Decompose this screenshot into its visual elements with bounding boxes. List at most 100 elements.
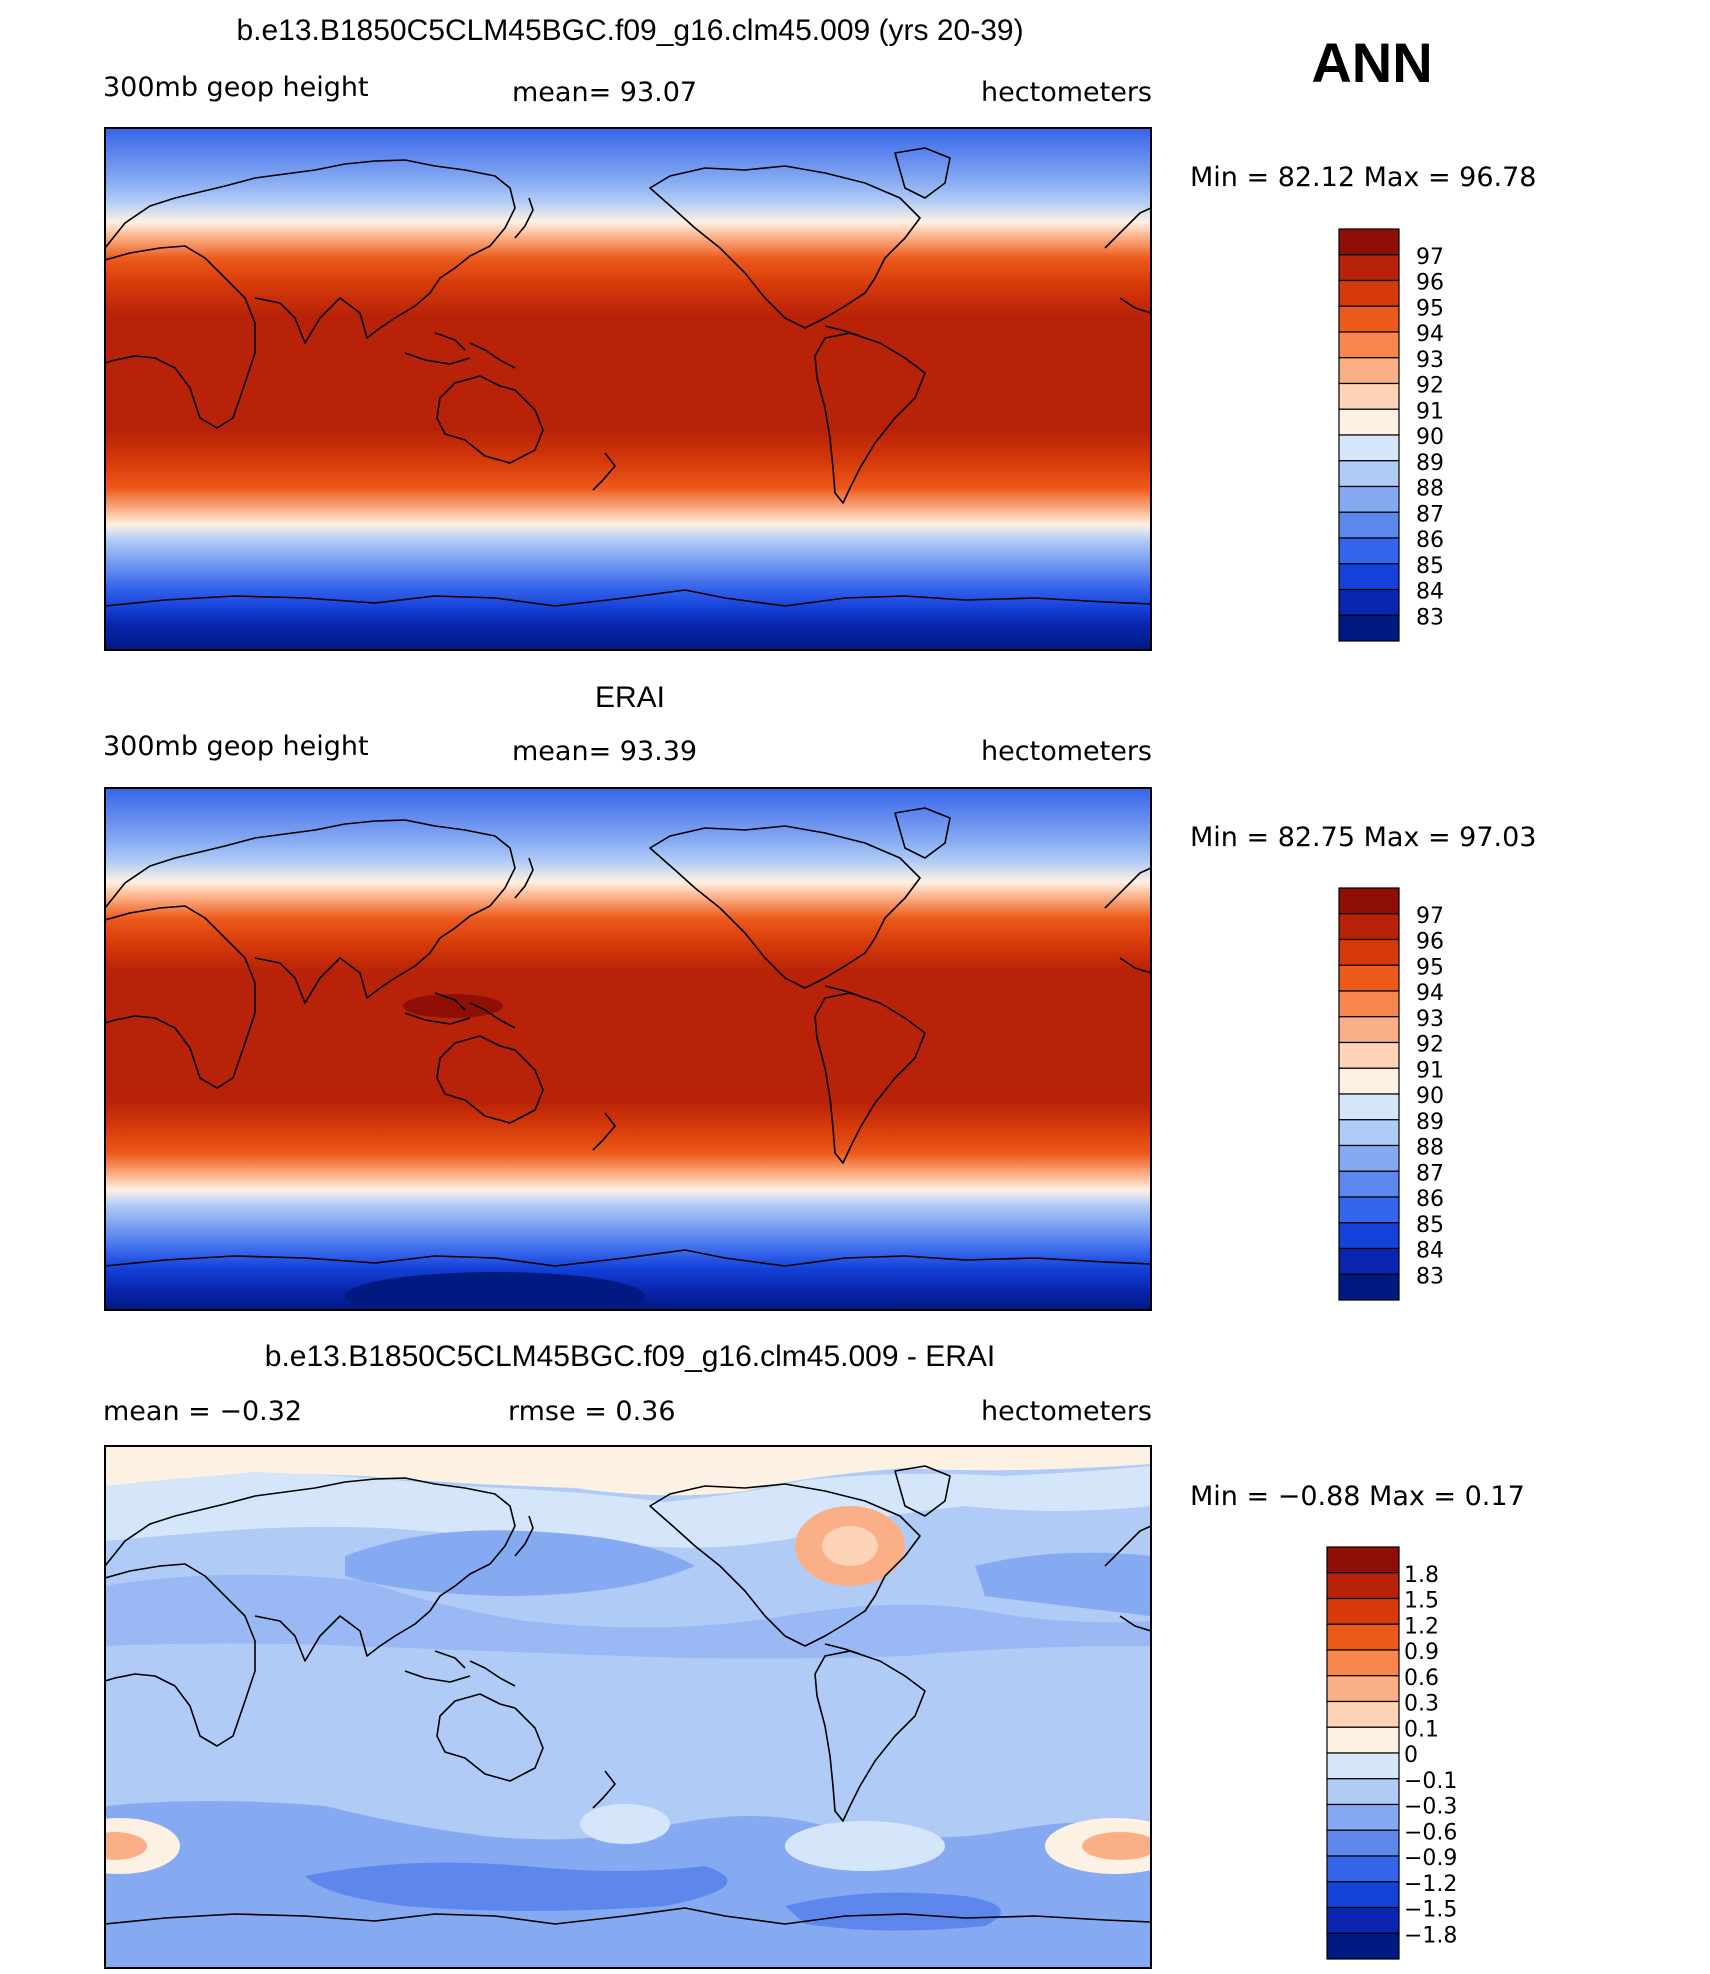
colorbar-swatch (1338, 1093, 1400, 1121)
colorbar-tick-label: 0.6 (1404, 1666, 1439, 1691)
minmax-label: Min = 82.12 Max = 96.78 (1190, 162, 1536, 193)
colorbar-swatch (1338, 887, 1400, 915)
colorbar-swatch (1338, 331, 1400, 359)
colorbar-tick-label: 88 (1416, 477, 1444, 502)
field-shading (105, 788, 1151, 1310)
colorbar-swatch (1338, 938, 1400, 966)
panel-model: b.e13.B1850C5CLM45BGC.f09_g16.clm45.009 … (103, 14, 1536, 651)
contour-neg09 (305, 1862, 728, 1911)
colorbar-tick-label: 91 (1416, 1058, 1444, 1083)
colorbar-swatch (1338, 1196, 1400, 1224)
colorbar-swatch (1338, 254, 1400, 282)
colorbar-swatch (1338, 305, 1400, 333)
colorbar-swatch (1338, 1170, 1400, 1198)
colorbar-swatch (1338, 1119, 1400, 1147)
minmax-label: Min = 82.75 Max = 97.03 (1190, 822, 1536, 853)
colorbar-tick-label: 96 (1416, 930, 1444, 955)
colorbar-swatch (1338, 1247, 1400, 1275)
colorbar-swatch (1338, 228, 1400, 256)
colorbar-swatch (1326, 1855, 1400, 1883)
units-label: hectometers (981, 77, 1152, 108)
colorbar-tick-label: 1.5 (1404, 1589, 1439, 1614)
colorbar-tick-label: 89 (1416, 1110, 1444, 1135)
colorbar-tick-label: 94 (1416, 322, 1444, 347)
map-plot (104, 127, 1152, 651)
contour-neg01 (580, 1804, 670, 1844)
colorbar-tick-label: 88 (1416, 1136, 1444, 1161)
colorbar-tick-label: 91 (1416, 399, 1444, 424)
colorbar-tick-label: 94 (1416, 981, 1444, 1006)
colorbar-tick-label: 96 (1416, 271, 1444, 296)
colorbar-swatch (1338, 511, 1400, 539)
contour-neg01 (105, 1466, 1151, 1548)
colorbar-tick-label: 86 (1416, 1187, 1444, 1212)
season-label: ANN (1311, 31, 1432, 94)
colorbar-tick-label: 90 (1416, 1084, 1444, 1109)
colorbar-tick-label: 90 (1416, 425, 1444, 450)
contour-zero (105, 1446, 1151, 1496)
panel-obs: ERAI 300mb geop height mean= 93.39 hecto… (103, 681, 1536, 1311)
panel-title: b.e13.B1850C5CLM45BGC.f09_g16.clm45.009 … (236, 14, 1023, 47)
colorbar-swatch (1338, 1041, 1400, 1069)
min-core (345, 1272, 645, 1310)
contour-neg09 (785, 1892, 1001, 1931)
minmax-label: Min = −0.88 Max = 0.17 (1190, 1481, 1525, 1512)
colorbar-tick-label: 0.1 (1404, 1717, 1439, 1742)
colorbar-tick-label: 0.3 (1404, 1692, 1439, 1717)
colorbar-tick-label: 93 (1416, 348, 1444, 373)
colorbar-tick-label: 92 (1416, 1033, 1444, 1058)
units-label: hectometers (981, 736, 1152, 767)
contour-pos-core (822, 1526, 878, 1566)
colorbar-swatch (1326, 1572, 1400, 1600)
colorbar-tick-label: 87 (1416, 502, 1444, 527)
colorbar-tick-label: 89 (1416, 451, 1444, 476)
colorbar-tick-label: 97 (1416, 904, 1444, 929)
mean-label: mean= 93.07 (512, 77, 697, 108)
map-plot (104, 787, 1152, 1311)
contour-pos (105, 1832, 147, 1860)
colorbar-swatch (1338, 1016, 1400, 1044)
colorbar-tick-label: 83 (1416, 605, 1444, 630)
colorbar-swatch (1326, 1881, 1400, 1909)
colorbar-tick-label: 0 (1404, 1743, 1418, 1768)
colorbar-swatch (1326, 1906, 1400, 1934)
colorbar-swatch (1338, 964, 1400, 992)
map-plot (104, 1445, 1152, 1969)
colorbar-swatch (1326, 1700, 1400, 1728)
colorbar-tick-label: 95 (1416, 955, 1444, 980)
colorbar-swatch (1338, 1273, 1400, 1301)
colorbar-tick-label: −1.8 (1404, 1923, 1457, 1948)
colorbar-swatch (1338, 1067, 1400, 1095)
colorbar-swatch (1326, 1675, 1400, 1703)
colorbar-swatch (1338, 563, 1400, 591)
colorbar-tick-label: 86 (1416, 528, 1444, 553)
colorbar-swatch (1338, 357, 1400, 385)
mean-label: mean= 93.39 (512, 736, 697, 767)
mean-label: mean = −0.32 (103, 1396, 302, 1427)
colorbar-tick-label: −0.1 (1404, 1769, 1457, 1794)
colorbar-swatch (1326, 1932, 1400, 1960)
colorbar-tick-label: 85 (1416, 554, 1444, 579)
contour-neg06 (345, 1530, 695, 1596)
colorbar-swatch (1326, 1597, 1400, 1625)
contour-neg01 (785, 1821, 945, 1871)
colorbar-swatch (1326, 1829, 1400, 1857)
colorbar-swatch (1326, 1546, 1400, 1574)
contour-pos (1082, 1832, 1151, 1860)
variable-label: 300mb geop height (103, 72, 369, 103)
panel-title: b.e13.B1850C5CLM45BGC.f09_g16.clm45.009 … (265, 1340, 995, 1373)
colorbar-tick-label: 84 (1416, 1239, 1444, 1264)
panel-diff: b.e13.B1850C5CLM45BGC.f09_g16.clm45.009 … (103, 1340, 1525, 1969)
colorbar-tick-label: −0.9 (1404, 1846, 1457, 1871)
colorbar-tick-label: 85 (1416, 1213, 1444, 1238)
colorbar-swatch (1338, 460, 1400, 488)
colorbar-swatch (1326, 1803, 1400, 1831)
colorbar-tick-label: 87 (1416, 1161, 1444, 1186)
colorbar-tick-label: −1.2 (1404, 1872, 1457, 1897)
colorbar-swatch (1326, 1726, 1400, 1754)
colorbar-tick-label: 1.2 (1404, 1614, 1439, 1639)
